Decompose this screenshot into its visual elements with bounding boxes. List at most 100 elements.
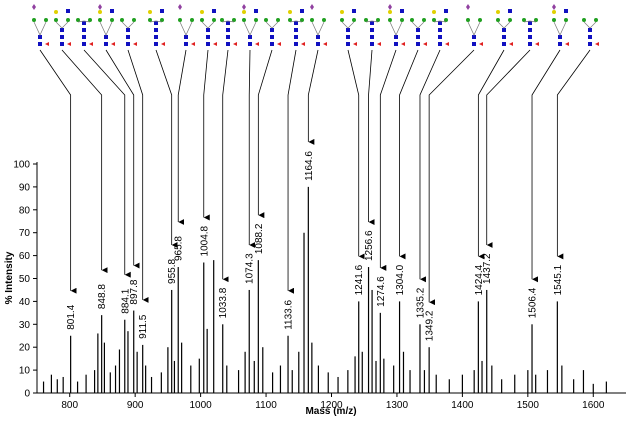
glycan-icon	[288, 9, 305, 46]
glycan-residue	[394, 42, 398, 46]
glycan-residue	[242, 4, 246, 10]
glycan-residue	[98, 4, 102, 10]
annotation-arrow	[177, 49, 187, 226]
glycan-residue	[255, 42, 259, 46]
glycan-residue	[479, 42, 483, 46]
glycan-residue	[226, 21, 230, 25]
glycan-icon	[388, 4, 405, 46]
peak-label: 1033.8	[218, 287, 229, 318]
glycan-icon	[364, 18, 381, 46]
glycan-residue	[89, 42, 93, 46]
glycan-residue	[552, 18, 556, 22]
y-tick-label: 100	[13, 160, 30, 171]
glycan-residue	[582, 18, 586, 22]
glycan-icon	[200, 9, 217, 46]
peak-label: 1545.1	[553, 264, 564, 295]
glycan-residue	[66, 18, 70, 22]
annotation-arrow	[257, 49, 273, 219]
y-tick-label: 80	[19, 205, 31, 216]
peak-label: 801.4	[66, 304, 77, 329]
glycan-residue	[508, 18, 512, 22]
glycan-residue	[370, 21, 374, 25]
glycan-residue	[60, 42, 64, 46]
glycan-residue	[213, 42, 217, 46]
glycan-residue	[44, 18, 48, 22]
glycan-icon	[98, 4, 115, 46]
peak-label: 1304.0	[395, 264, 406, 295]
glycan-residue	[45, 42, 49, 46]
peak-label: 1164.6	[304, 151, 315, 181]
glycan-residue	[394, 35, 398, 39]
annotation-arrow	[248, 49, 256, 248]
glycan-residue	[126, 28, 130, 32]
annotation-arrow	[222, 49, 229, 283]
glycan-icon	[178, 4, 195, 46]
glycan-residue	[184, 42, 188, 46]
glycan-residue	[472, 42, 476, 46]
glycan-residue	[226, 42, 230, 46]
glycan-icon	[432, 9, 449, 46]
glycan-residue	[232, 18, 236, 22]
glycan-icon	[340, 9, 357, 46]
glycan-branch	[365, 20, 379, 23]
glycan-branch	[497, 21, 511, 29]
glycan-residue	[294, 28, 298, 32]
glycan-residue	[340, 18, 344, 22]
glycan-residue	[212, 18, 216, 22]
glycan-branch	[433, 20, 447, 23]
annotation-arrow	[399, 49, 419, 260]
glycan-residue	[509, 42, 513, 46]
peak-label: 1437.2	[482, 253, 493, 284]
glycan-icon	[32, 4, 49, 46]
glycan-residue	[466, 18, 470, 22]
glycan-residue	[226, 28, 230, 32]
glycan-residue	[120, 18, 124, 22]
glycan-branch	[583, 21, 597, 29]
glycan-icon	[466, 4, 483, 46]
glycan-residue	[388, 18, 392, 22]
glycan-residue	[594, 18, 598, 22]
glycan-residue	[323, 42, 327, 46]
glycan-icon	[582, 18, 599, 46]
glycan-residue	[364, 18, 368, 22]
glycan-icon	[148, 9, 165, 46]
glycan-residue	[466, 4, 470, 10]
glycan-residue	[32, 18, 36, 22]
annotation-arrow	[203, 49, 210, 221]
glycan-residue	[444, 18, 448, 22]
glycan-branch	[55, 21, 69, 29]
glycan-residue	[416, 42, 420, 46]
glycan-residue	[370, 28, 374, 32]
glycan-residue	[126, 35, 130, 39]
glycan-residue	[67, 42, 71, 46]
glycan-residue	[438, 42, 442, 46]
glycan-residue	[270, 35, 274, 39]
peak-label: 1256.6	[364, 230, 375, 261]
glycan-residue	[438, 28, 442, 32]
annotation-arrow	[287, 49, 297, 294]
glycan-branch	[99, 21, 113, 36]
glycan-residue	[148, 10, 152, 14]
glycan-branch	[33, 21, 47, 36]
glycan-residue	[242, 10, 246, 14]
x-tick-label: 1100	[255, 400, 277, 411]
glycan-residue	[82, 21, 86, 25]
glycan-residue	[565, 42, 569, 46]
glycan-residue	[104, 42, 108, 46]
glycan-residue	[110, 18, 114, 22]
glycan-residue	[60, 28, 64, 32]
glycan-branch	[467, 21, 481, 36]
glycan-branch	[523, 20, 537, 23]
glycan-residue	[233, 42, 237, 46]
annotation-arrow	[61, 49, 108, 274]
glycan-residue	[132, 18, 136, 22]
x-tick-label: 1400	[451, 400, 474, 411]
x-tick-label: 1200	[320, 400, 343, 411]
peak-label: 1424.4	[474, 264, 485, 295]
annotation-arrow	[419, 49, 441, 283]
annotation-arrow	[347, 49, 365, 260]
glycan-icon	[264, 18, 281, 46]
glycan-residue	[558, 42, 562, 46]
glycan-residue	[191, 42, 195, 46]
